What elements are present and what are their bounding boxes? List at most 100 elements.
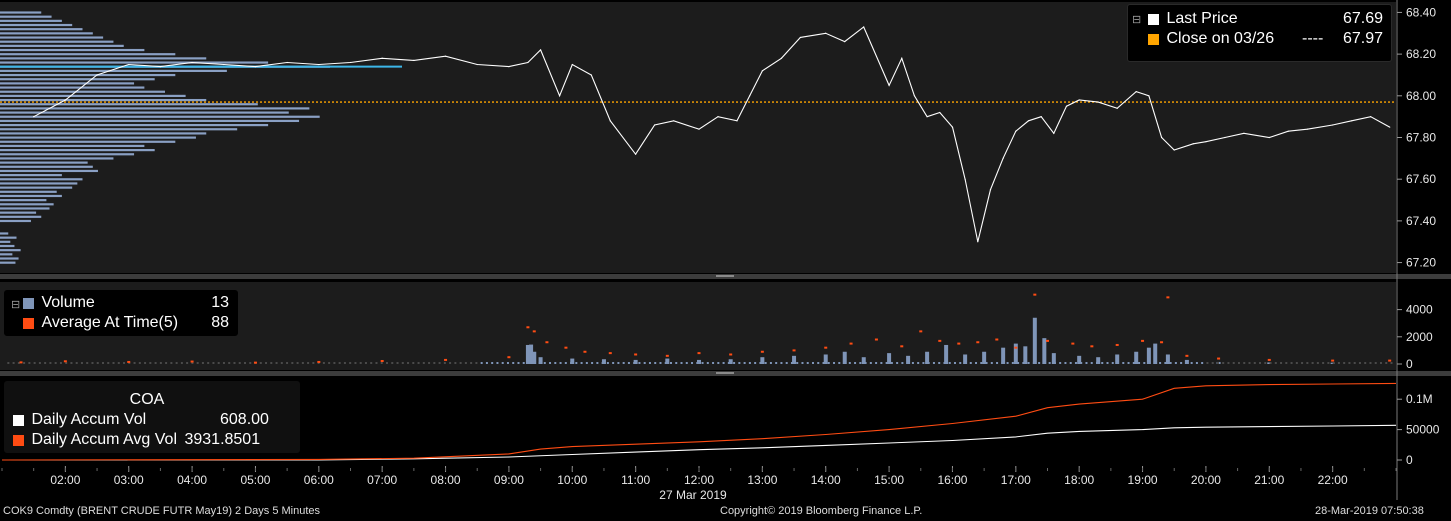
- volume-bar-small: [301, 362, 304, 364]
- volume-bar-small: [475, 362, 478, 364]
- volume-bar-small: [1364, 362, 1367, 364]
- volume-bar: [1134, 351, 1139, 364]
- last-price-point: [1389, 126, 1391, 128]
- accum-avg-label: Daily Accum Avg Vol: [31, 431, 178, 448]
- volume-bar-small: [638, 362, 641, 364]
- last-price-point: [1192, 143, 1194, 145]
- volume-bar: [1153, 343, 1158, 364]
- volume-profile-bar: [0, 236, 17, 239]
- avg-at-time-marker: [1185, 354, 1189, 357]
- volume-bar-small: [570, 362, 573, 364]
- volume-bar-small: [396, 362, 399, 364]
- volume-bar: [982, 351, 987, 364]
- last-price-label: Last Price: [1166, 10, 1238, 27]
- volume-bar-small: [1327, 362, 1330, 364]
- last-price-point: [539, 49, 542, 51]
- volume-bar-small: [1379, 362, 1382, 364]
- last-price-point: [698, 128, 700, 130]
- volume-bar-small: [1080, 362, 1083, 364]
- avg-at-time-marker: [729, 353, 733, 356]
- avg-at-time-marker: [1071, 342, 1075, 345]
- volume-bar-small: [438, 362, 441, 364]
- volume-bar-small: [859, 362, 862, 364]
- x-tick-label: 09:00: [494, 473, 524, 487]
- price-ytick-label: 68.20: [1406, 47, 1436, 61]
- avg-at-time-marker: [1217, 357, 1221, 360]
- volume-bar-small: [985, 362, 988, 364]
- volume-profile-bar: [0, 249, 21, 252]
- volume-profile-bar: [0, 69, 227, 72]
- volume-bar-small: [222, 362, 225, 364]
- point-of-control-line: [0, 65, 402, 68]
- avg-at-time-marker: [1160, 341, 1164, 344]
- volume-bar-small: [869, 362, 872, 364]
- volume-bar-small: [280, 362, 283, 364]
- volume-bar-small: [854, 362, 857, 364]
- avg-at-time-marker: [1033, 293, 1037, 296]
- volume-profile-bar: [0, 78, 155, 81]
- volume-bar-small: [748, 362, 751, 364]
- volume-bar-small: [990, 362, 993, 364]
- volume-bar-small: [1216, 362, 1219, 364]
- last-price-point: [717, 116, 719, 118]
- legend-row-last-price: Last Price 67.69: [1148, 9, 1391, 29]
- volume-profile-bar: [0, 53, 176, 56]
- last-price-point: [527, 61, 529, 64]
- volume-profile-bar: [0, 144, 145, 148]
- volume-bar-small: [938, 362, 941, 364]
- volume-bar-small: [1095, 362, 1098, 364]
- last-price-point: [286, 61, 288, 64]
- volume-bar-small: [159, 362, 162, 364]
- volume-bar-small: [932, 362, 935, 364]
- daily-accum-vol-line: [2, 424, 1397, 461]
- volume-bar-small: [144, 362, 147, 364]
- volume-profile-bar: [0, 211, 37, 214]
- volume-bar-small: [1259, 362, 1262, 364]
- volume-bar-small: [1022, 362, 1025, 364]
- volume-profile-bar: [0, 36, 104, 39]
- volume-bar-small: [964, 362, 967, 364]
- volume-bar-small: [1390, 362, 1393, 364]
- volume-bar-small: [517, 362, 520, 364]
- x-tick-label: 10:00: [557, 473, 587, 487]
- volume-bar-small: [28, 362, 31, 364]
- volume-bar-small: [328, 362, 331, 364]
- volume-bar-small: [191, 362, 194, 364]
- volume-profile-bar: [0, 199, 47, 202]
- volume-profile-bar: [0, 11, 42, 14]
- volume-profile-bar: [0, 153, 135, 156]
- volume-bar-small: [775, 362, 778, 364]
- x-tick-label: 17:00: [1001, 473, 1031, 487]
- x-tick-label: 08:00: [431, 473, 461, 487]
- volume-bar-small: [1001, 362, 1004, 364]
- avg-at-time-marker: [1141, 339, 1145, 342]
- volume-bar-small: [843, 362, 846, 364]
- volume-bar-small: [606, 362, 609, 364]
- avg-at-time-marker: [976, 341, 980, 344]
- last-price-point: [635, 153, 637, 155]
- avg-at-time-marker: [1046, 339, 1049, 342]
- last-price-point: [1027, 120, 1030, 122]
- volume-profile-bar: [0, 128, 238, 131]
- price-ytick-label: 68.00: [1406, 89, 1436, 103]
- volume-profile-bar: [0, 157, 114, 160]
- avg-at-time-marker: [583, 350, 587, 353]
- volume-bar: [925, 351, 930, 364]
- avg-at-time-marker: [190, 360, 194, 363]
- volume-bar-small: [7, 362, 10, 364]
- price-legend: ⊟ Last Price 67.69 Close on 03/26 ---- 6…: [1127, 4, 1392, 62]
- x-tick-label: 21:00: [1254, 473, 1284, 487]
- volume-bar-small: [1153, 362, 1156, 364]
- x-tick-label: 20:00: [1191, 473, 1221, 487]
- volume-profile-bar: [0, 244, 15, 248]
- last-price-point: [381, 57, 383, 59]
- avg-at-time-marker: [849, 342, 853, 345]
- volume-bar-small: [659, 362, 662, 364]
- volume-bar-small: [1090, 362, 1093, 364]
- volume-bar-small: [743, 362, 746, 364]
- volume-profile-bar: [0, 190, 57, 193]
- volume-bar-small: [906, 362, 909, 364]
- volume-bar-small: [1264, 362, 1267, 364]
- avg-at-time-marker: [63, 360, 67, 363]
- volume-profile-bar: [0, 94, 186, 98]
